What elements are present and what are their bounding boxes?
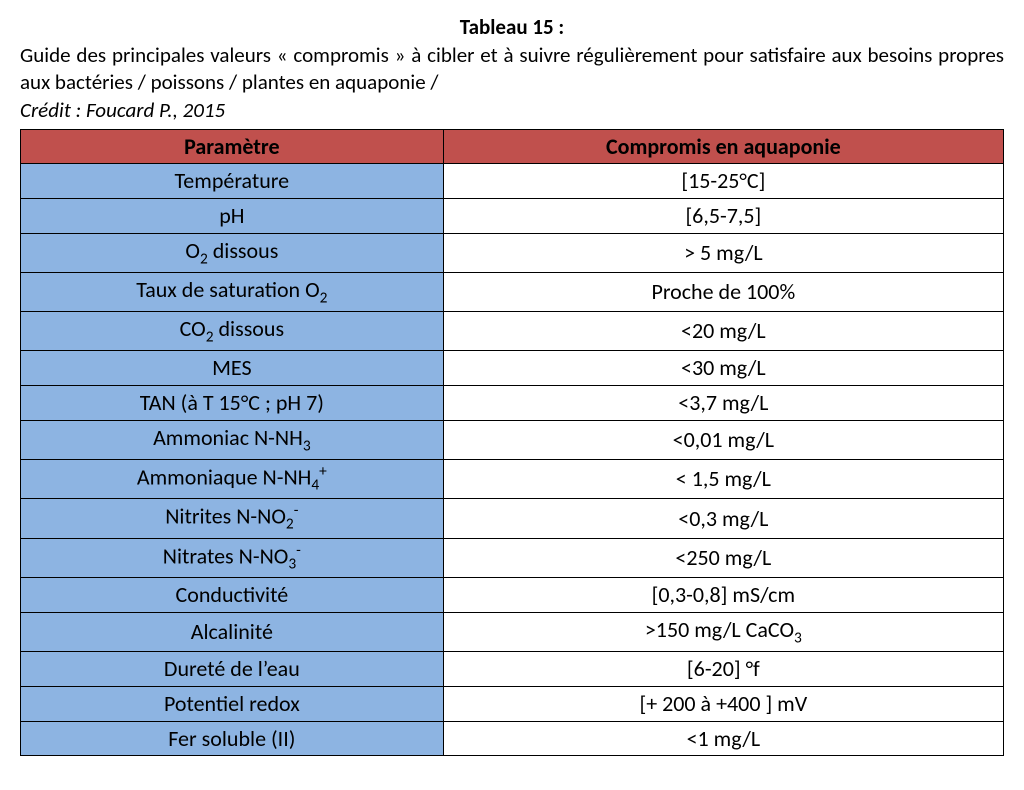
table-row: Conductivité[0,3-0,8] mS/cm [21, 578, 1004, 613]
table-title: Tableau 15 : [20, 14, 1004, 40]
value-cell: <250 mg/L [443, 538, 1003, 578]
table-row: CO2 dissous<20 mg/L [21, 312, 1004, 351]
col-header-value: Compromis en aquaponie [443, 129, 1003, 164]
param-cell: Taux de saturation O2 [21, 272, 444, 311]
value-cell: <0,3 mg/L [443, 499, 1003, 539]
value-cell: [15-25°C] [443, 164, 1003, 199]
table-row: pH[6,5-7,5] [21, 198, 1004, 233]
value-cell: [6-20] °f [443, 652, 1003, 687]
param-cell: MES [21, 351, 444, 386]
value-cell: >150 mg/L CaCO3 [443, 613, 1003, 652]
table-row: Nitrates N-NO3-<250 mg/L [21, 538, 1004, 578]
table-body: Température[15-25°C]pH[6,5-7,5]O2 dissou… [21, 164, 1004, 756]
table-row: MES<30 mg/L [21, 351, 1004, 386]
value-cell: [+ 200 à +400 ] mV [443, 686, 1003, 721]
value-cell: <20 mg/L [443, 312, 1003, 351]
value-cell: <3,7 mg/L [443, 385, 1003, 420]
value-cell: [0,3-0,8] mS/cm [443, 578, 1003, 613]
table-row: Dureté de l’eau[6-20] °f [21, 652, 1004, 687]
value-cell: <30 mg/L [443, 351, 1003, 386]
param-cell: Alcalinité [21, 613, 444, 652]
param-cell: CO2 dissous [21, 312, 444, 351]
table-row: Fer soluble (II)<1 mg/L [21, 721, 1004, 756]
table-row: Taux de saturation O2Proche de 100% [21, 272, 1004, 311]
param-cell: O2 dissous [21, 233, 444, 272]
param-cell: Nitrates N-NO3- [21, 538, 444, 578]
param-cell: Ammoniaque N-NH4+ [21, 459, 444, 499]
parameters-table: Paramètre Compromis en aquaponie Tempéra… [20, 129, 1004, 757]
param-cell: pH [21, 198, 444, 233]
param-cell: Nitrites N-NO2- [21, 499, 444, 539]
table-row: TAN (à T 15°C ; pH 7)<3,7 mg/L [21, 385, 1004, 420]
param-cell: Potentiel redox [21, 686, 444, 721]
value-cell: <0,01 mg/L [443, 420, 1003, 459]
table-credit: Crédit : Foucard P., 2015 [20, 97, 1004, 123]
param-cell: TAN (à T 15°C ; pH 7) [21, 385, 444, 420]
param-cell: Fer soluble (II) [21, 721, 444, 756]
value-cell: <1 mg/L [443, 721, 1003, 756]
param-cell: Température [21, 164, 444, 199]
col-header-param: Paramètre [21, 129, 444, 164]
table-row: O2 dissous> 5 mg/L [21, 233, 1004, 272]
table-row: Alcalinité>150 mg/L CaCO3 [21, 613, 1004, 652]
table-row: Nitrites N-NO2-<0,3 mg/L [21, 499, 1004, 539]
value-cell: Proche de 100% [443, 272, 1003, 311]
table-row: Ammoniaque N-NH4+< 1,5 mg/L [21, 459, 1004, 499]
table-header-row: Paramètre Compromis en aquaponie [21, 129, 1004, 164]
param-cell: Dureté de l’eau [21, 652, 444, 687]
table-row: Potentiel redox[+ 200 à +400 ] mV [21, 686, 1004, 721]
value-cell: > 5 mg/L [443, 233, 1003, 272]
value-cell: [6,5-7,5] [443, 198, 1003, 233]
table-caption: Guide des principales valeurs « compromi… [20, 42, 1004, 97]
param-cell: Conductivité [21, 578, 444, 613]
table-row: Température[15-25°C] [21, 164, 1004, 199]
table-row: Ammoniac N-NH3<0,01 mg/L [21, 420, 1004, 459]
param-cell: Ammoniac N-NH3 [21, 420, 444, 459]
value-cell: < 1,5 mg/L [443, 459, 1003, 499]
